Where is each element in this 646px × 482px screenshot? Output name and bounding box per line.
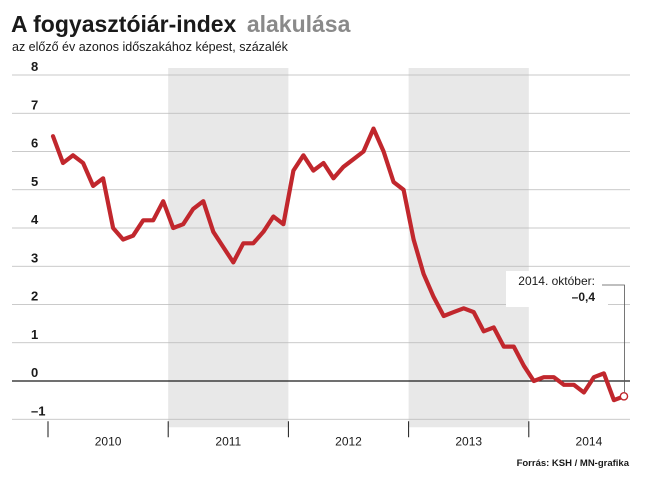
title-main: A fogyasztóiár-index bbox=[11, 11, 237, 37]
y-tick-label: 7 bbox=[31, 97, 38, 112]
shade-band-2013 bbox=[408, 68, 529, 428]
y-tick-label: 5 bbox=[31, 174, 38, 189]
year-label-2011: 2011 bbox=[215, 434, 241, 448]
x-axis: 2010 2011 2012 2013 2014 bbox=[47, 421, 603, 448]
chart-title: A fogyasztóiár-index alakulása bbox=[11, 11, 351, 37]
y-tick-label: 1 bbox=[31, 327, 38, 342]
y-tick-label: –1 bbox=[31, 403, 45, 418]
cpi-series-line bbox=[50, 126, 627, 403]
annotation-box bbox=[506, 271, 608, 307]
chart-subtitle: az előző év azonos időszakához képest, s… bbox=[12, 40, 289, 54]
y-tick-label: 8 bbox=[31, 59, 38, 74]
y-axis: 8 7 6 5 4 3 2 1 0 –1 bbox=[31, 59, 45, 418]
year-label-2013: 2013 bbox=[455, 434, 482, 448]
series-line-group bbox=[50, 126, 629, 403]
annotation: 2014. október: –0,4 bbox=[506, 271, 625, 393]
shade-band-2011 bbox=[168, 68, 289, 428]
annotation-label: 2014. október: bbox=[518, 274, 595, 288]
year-label-2012: 2012 bbox=[335, 434, 362, 448]
year-label-2014: 2014 bbox=[576, 434, 603, 448]
last-point-marker bbox=[619, 391, 629, 401]
y-tick-label: 0 bbox=[31, 365, 38, 380]
gridlines bbox=[12, 74, 630, 420]
annotation-value: –0,4 bbox=[572, 290, 596, 304]
y-tick-label: 2 bbox=[31, 289, 38, 304]
shaded-years bbox=[168, 68, 529, 428]
annotation-leader bbox=[602, 284, 625, 393]
title-accent: alakulása bbox=[247, 11, 351, 37]
y-tick-label: 3 bbox=[31, 250, 38, 265]
y-tick-label: 4 bbox=[31, 212, 39, 227]
y-tick-label: 6 bbox=[31, 136, 38, 151]
source-note: Forrás: KSH / MN-grafika bbox=[517, 458, 630, 469]
year-label-2010: 2010 bbox=[95, 434, 122, 448]
